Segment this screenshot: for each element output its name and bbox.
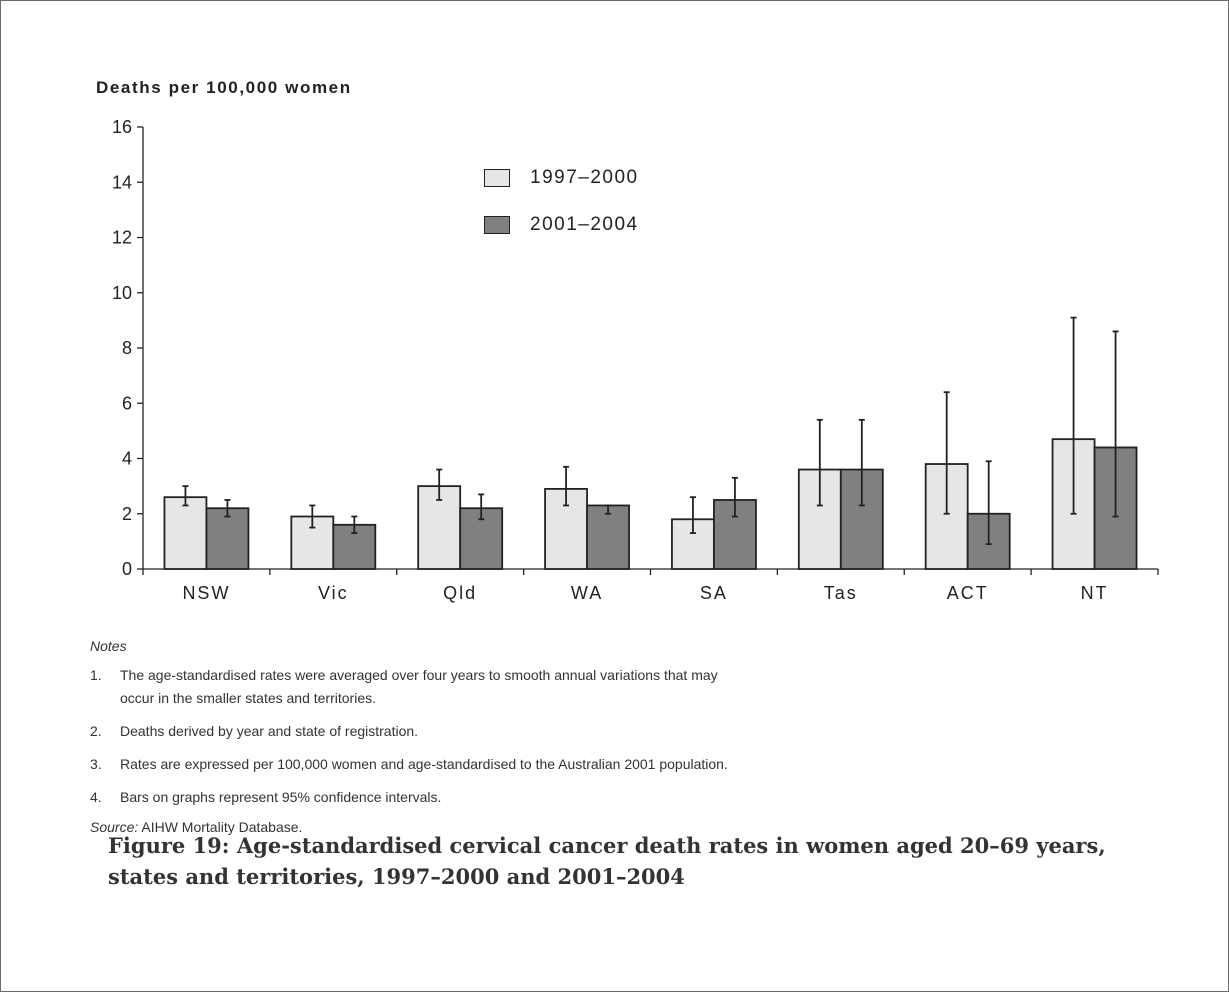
- legend-label-2001-2004: 2001–2004: [530, 214, 639, 235]
- bar-wa-1: [586, 504, 630, 570]
- legend-item-1997-2000: 1997–2000: [484, 167, 639, 189]
- y-tick-label: 12: [112, 228, 132, 248]
- note-text: Rates are expressed per 100,000 women an…: [120, 756, 728, 772]
- x-tick-label: Vic: [318, 583, 349, 603]
- note-number: 3.: [90, 756, 102, 772]
- legend-swatch-2001-2004: [484, 216, 510, 234]
- note-item: 2. Deaths derived by year and state of r…: [90, 720, 1170, 743]
- legend-item-2001-2004: 2001–2004: [484, 214, 639, 236]
- y-tick-label: 2: [122, 504, 132, 524]
- figure-caption: Figure 19: Age-standardised cervical can…: [108, 833, 1106, 889]
- note-item: 1. The age-standardised rates were avera…: [90, 664, 1170, 710]
- y-tick-label: 0: [122, 559, 132, 579]
- legend-swatch-1997-2000: [484, 169, 510, 187]
- note-number: 4.: [90, 789, 102, 805]
- y-tick-label: 4: [122, 449, 132, 469]
- note-item: 4. Bars on graphs represent 95% confiden…: [90, 786, 1170, 809]
- x-tick-label: ACT: [947, 583, 989, 603]
- bar-nsw-1: [205, 507, 250, 570]
- notes-section: Notes 1. The age-standardised rates were…: [90, 638, 1170, 835]
- note-item: 3. Rates are expressed per 100,000 women…: [90, 753, 1170, 776]
- source-text: AIHW Mortality Database.: [138, 819, 303, 835]
- y-tick-label: 14: [112, 172, 132, 192]
- chart-axes: 0 2 4 6 8 10 12 14 16 NSW Vic Qld WA SA Tas ACT NT: [112, 117, 1159, 603]
- legend-label-1997-2000: 1997–2000: [530, 167, 639, 188]
- chart-bars: [163, 316, 1138, 570]
- y-tick-label: 10: [112, 283, 132, 303]
- x-tick-label: SA: [700, 583, 728, 603]
- note-number: 1.: [90, 667, 102, 683]
- y-tick-label: 6: [122, 393, 132, 413]
- x-tick-label: Qld: [443, 583, 477, 603]
- note-text: Bars on graphs represent 95% confidence …: [120, 789, 442, 805]
- x-tick-label: NSW: [182, 583, 230, 603]
- bar-nsw-0: [163, 496, 208, 570]
- y-tick-label: 8: [122, 338, 132, 358]
- notes-heading: Notes: [90, 638, 127, 654]
- source-line: Source: AIHW Mortality Database.: [90, 819, 1170, 835]
- note-text: The age-standardised rates were averaged…: [120, 667, 718, 706]
- x-tick-label: Tas: [824, 583, 858, 603]
- note-text: Deaths derived by year and state of regi…: [120, 723, 419, 739]
- y-axis-title: Deaths per 100,000 women: [96, 78, 352, 97]
- x-tick-label: NT: [1081, 583, 1109, 603]
- y-tick-label: 16: [112, 117, 132, 137]
- source-label: Source:: [90, 819, 139, 835]
- x-tick-label: WA: [571, 583, 603, 603]
- note-number: 2.: [90, 723, 102, 739]
